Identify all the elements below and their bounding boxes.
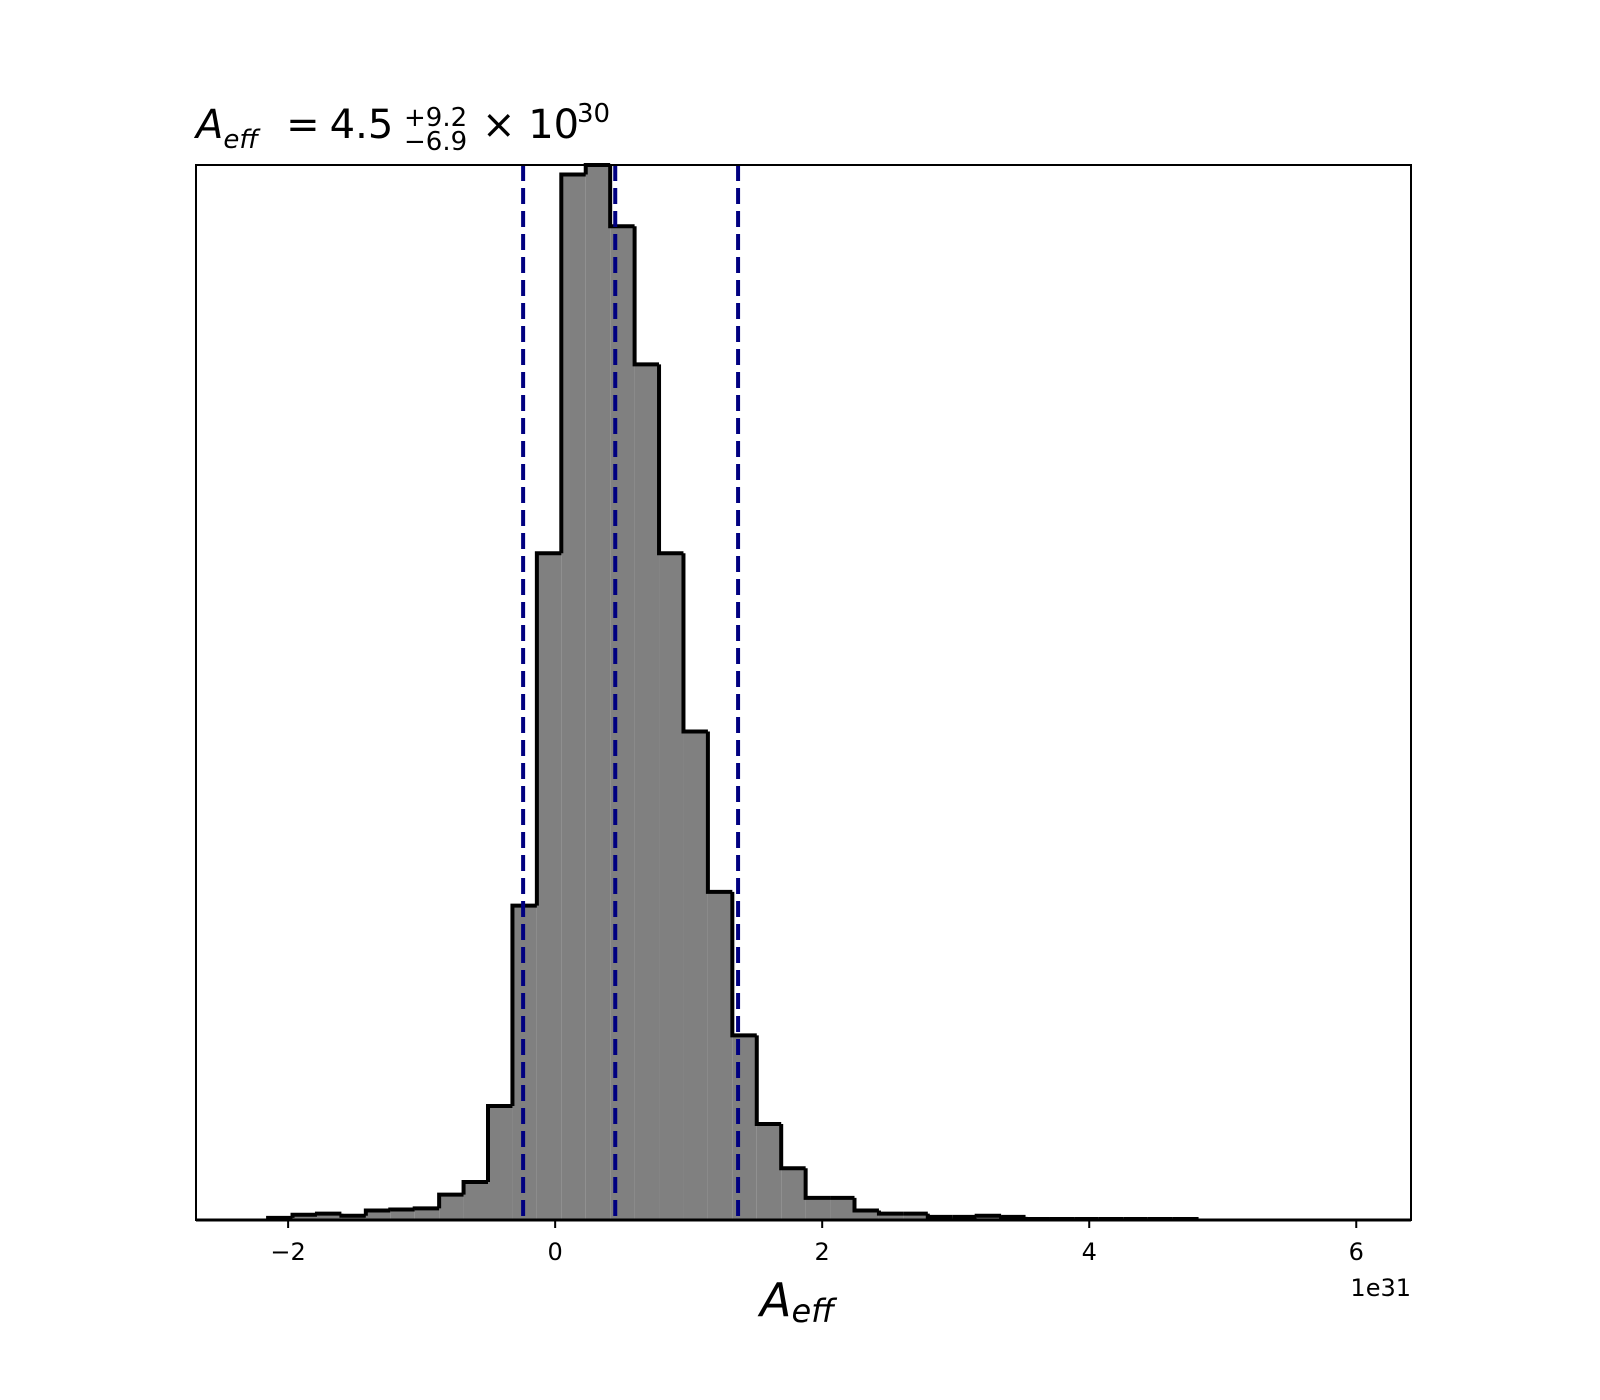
histogram-outline [461, 1180, 489, 1195]
histogram-bar [732, 1035, 757, 1220]
histogram-bar [976, 1215, 1002, 1220]
histogram-bar [756, 1123, 782, 1220]
histogram-outline [852, 1197, 879, 1213]
histogram-outline [730, 891, 757, 1038]
histogram-outline [925, 1213, 953, 1219]
x-tick-label: 6 [1349, 1238, 1364, 1266]
histogram-bar [585, 165, 611, 1220]
xlabel-symbol: A [757, 1273, 791, 1327]
histogram-outline [754, 1035, 782, 1126]
x-tick-label: 4 [1082, 1238, 1097, 1266]
histogram-outline [779, 1123, 806, 1171]
histogram-outline [486, 1104, 513, 1183]
histogram-bar [903, 1213, 928, 1220]
title-multiplier: × 10 [482, 102, 579, 148]
x-tick-label: 2 [815, 1238, 830, 1266]
histogram-bar [292, 1214, 317, 1220]
histogram-bar [390, 1209, 415, 1220]
histogram-outline [363, 1208, 391, 1216]
axes-frame [195, 164, 1412, 1221]
title-exponent: 30 [577, 99, 610, 129]
histogram-outline [314, 1211, 342, 1216]
histogram-bar [634, 364, 660, 1220]
histogram-bar [878, 1213, 904, 1220]
histogram-bar [561, 174, 586, 1220]
histogram-bar [316, 1213, 342, 1220]
x-tick-label: −2 [270, 1238, 305, 1266]
histogram-bar [365, 1210, 391, 1220]
histogram-bar [683, 731, 708, 1220]
title-upper: +9.2 [404, 103, 467, 133]
title-value: 4.5 [330, 102, 394, 148]
histogram-outline [510, 903, 537, 1107]
histogram-outline [705, 731, 733, 894]
histogram-bar [805, 1197, 831, 1220]
title-symbol: A [193, 102, 223, 148]
chart-title: Aeff = 4.5 [193, 102, 393, 155]
histogram-outline [290, 1212, 317, 1218]
x-offset-label: 1e31 [1350, 1274, 1411, 1302]
histogram-bar [488, 1106, 513, 1220]
histogram-outline [559, 172, 586, 554]
histogram-outline [974, 1213, 1002, 1218]
histogram-outline [437, 1192, 464, 1209]
histogram-bar [414, 1208, 440, 1220]
histogram-outline [876, 1210, 904, 1216]
histogram-outline [534, 551, 562, 906]
histogram-bar [707, 891, 733, 1220]
histogram-bar [659, 553, 684, 1220]
histogram-bar [854, 1210, 879, 1220]
histogram-bar [463, 1182, 489, 1220]
histogram-outline [681, 553, 708, 734]
histogram-outline [657, 364, 684, 556]
histogram-bar [781, 1168, 806, 1220]
histogram-outline [388, 1207, 415, 1212]
title-subscript: eff [223, 125, 261, 155]
histogram-bar [830, 1197, 855, 1220]
histogram-bar [439, 1194, 464, 1220]
x-axis-label: Aeff [757, 1273, 838, 1330]
histogram-outline [632, 226, 660, 367]
title-relation: = [286, 102, 320, 148]
histogram-outline [339, 1213, 366, 1218]
title-lower: −6.9 [404, 127, 467, 157]
histogram-bar [536, 553, 562, 1220]
xlabel-subscript: eff [791, 1292, 838, 1330]
x-tick-label: 0 [548, 1238, 563, 1266]
histogram-bar [341, 1215, 366, 1220]
histogram-outline [803, 1168, 831, 1200]
histogram-outline [412, 1206, 440, 1211]
histogram-outline [608, 165, 635, 229]
histogram-outline [999, 1214, 1026, 1219]
